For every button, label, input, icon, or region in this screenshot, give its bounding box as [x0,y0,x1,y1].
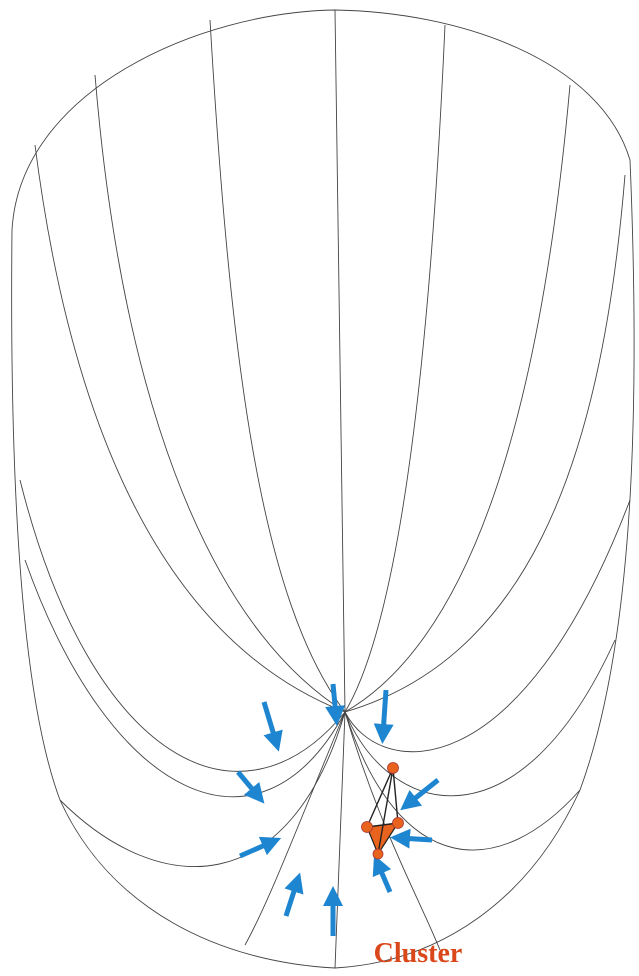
arrow [400,778,440,811]
arrow [236,770,265,804]
cluster-point [392,817,404,829]
cluster-point [387,762,399,774]
surface [11,9,635,969]
curve [344,24,446,713]
cluster-point [361,821,373,833]
outline [11,9,635,969]
curve [344,639,616,797]
cluster-edges [366,767,399,855]
curve [244,711,346,946]
curve [344,84,571,713]
arrow [238,836,282,859]
arrow [283,872,304,917]
arrow [261,701,283,752]
curve [344,174,626,713]
cluster [361,762,404,860]
curve [34,144,346,713]
curve [59,711,346,867]
curve [19,479,346,772]
curve [344,711,581,851]
curve [334,711,346,969]
arrows [236,683,440,936]
arrow [390,828,433,849]
curve [209,19,346,713]
curve [24,559,346,798]
cluster-label: Cluster [374,938,463,969]
arrow [373,689,394,744]
curve [334,9,346,713]
arrow [325,683,346,726]
curve [344,711,441,951]
arrow [372,854,393,893]
curve [94,74,346,713]
curve [344,499,631,753]
cluster-point [372,848,384,860]
